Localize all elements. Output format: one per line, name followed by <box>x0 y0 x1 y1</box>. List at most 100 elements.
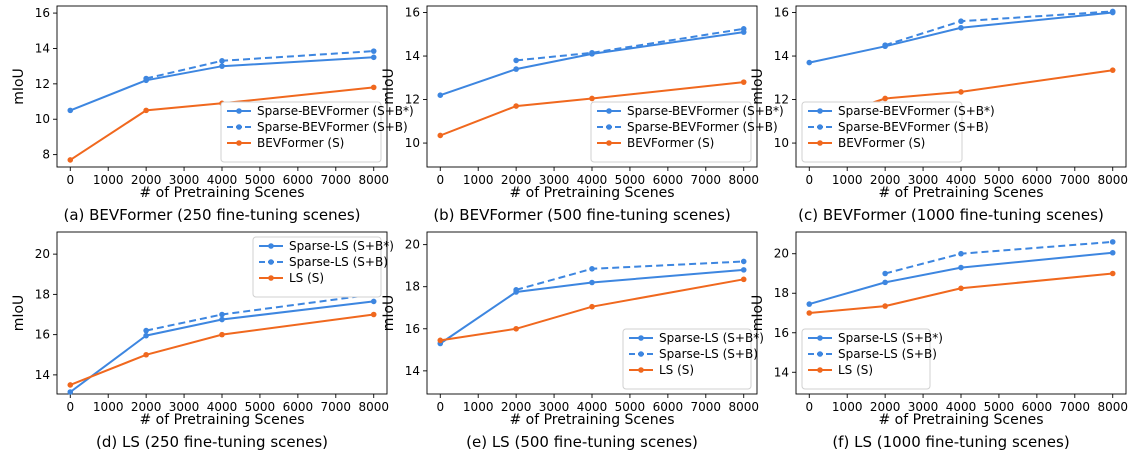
data-point <box>143 75 149 82</box>
data-point <box>589 279 595 286</box>
y-tick-label: 10 <box>774 136 789 150</box>
data-point <box>958 89 964 95</box>
legend-box <box>622 328 752 390</box>
legend-label: Sparse-LS (S+B*) <box>838 331 943 345</box>
x-axis-label: # of Pretraining Scenes <box>509 185 674 201</box>
data-point <box>67 382 74 388</box>
data-point <box>437 337 444 344</box>
y-tick-label: 14 <box>35 41 50 55</box>
legend-box <box>252 236 382 298</box>
y-axis-label: mIoU <box>11 68 27 105</box>
data-point <box>740 267 747 273</box>
series-line-1 <box>809 251 1113 306</box>
data-point <box>958 24 964 31</box>
legend-swatch-marker <box>817 367 823 373</box>
y-tick-label: 14 <box>35 368 50 382</box>
y-tick-label: 18 <box>35 287 50 301</box>
x-tick-label: 1000 <box>832 173 863 187</box>
x-tick-label: 5000 <box>984 173 1015 187</box>
y-tick-label: 14 <box>774 49 789 63</box>
x-tick-label: 4000 <box>207 400 238 414</box>
x-tick-label: 6000 <box>1022 173 1053 187</box>
legend-swatch-marker <box>606 124 612 130</box>
data-point <box>437 132 444 139</box>
legend-swatch-marker <box>606 140 612 146</box>
legend-label: BEVFormer (S) <box>627 136 714 150</box>
x-tick-label: 2000 <box>131 400 162 414</box>
y-tick-label: 14 <box>405 49 420 63</box>
data-point <box>513 287 519 293</box>
x-tick-label: 6000 <box>283 400 314 414</box>
data-point <box>958 264 964 271</box>
x-tick-label: 4000 <box>946 400 977 414</box>
x-tick-label: 6000 <box>283 173 314 187</box>
series-line-3 <box>440 278 744 342</box>
legend-label: BEVFormer (S) <box>838 136 925 150</box>
legend-swatch-marker <box>638 351 644 357</box>
data-point <box>437 92 444 99</box>
data-point <box>219 311 225 318</box>
data-point <box>1109 8 1116 15</box>
x-tick-label: 2000 <box>131 173 162 187</box>
x-tick-label: 8000 <box>728 400 759 414</box>
data-point <box>958 18 964 25</box>
data-point <box>1109 249 1116 256</box>
legend-label: Sparse-LS (S+B) <box>289 255 388 269</box>
x-tick-label: 2000 <box>870 400 901 414</box>
legend-swatch-marker <box>268 243 274 249</box>
data-point <box>143 327 149 334</box>
legend: Sparse-BEVFormer (S+B*) Sparse-BEVFormer … <box>220 101 414 163</box>
series-line-3 <box>809 272 1113 314</box>
data-point <box>370 48 377 54</box>
y-tick-label: 16 <box>774 6 789 20</box>
legend-box <box>220 101 382 163</box>
data-point <box>370 298 377 305</box>
chart-panel-1: 0 1000 2000 3000 4000 5000 6000 7000 8000 8 10 12 14… <box>11 5 414 224</box>
x-tick-label: 3000 <box>539 400 570 414</box>
legend-label: LS (S) <box>659 363 694 377</box>
data-point <box>958 285 964 292</box>
y-tick-label: 10 <box>35 112 50 126</box>
x-tick-label: 5000 <box>615 400 646 414</box>
y-tick-label: 16 <box>774 326 789 340</box>
data-point <box>589 303 595 310</box>
legend-label: Sparse-LS (S+B*) <box>289 239 394 253</box>
x-tick-label: 8000 <box>728 173 759 187</box>
legend-label: BEVFormer (S) <box>257 136 344 150</box>
legend-label: Sparse-BEVFormer (S+B*) <box>627 104 784 118</box>
x-axis-label: # of Pretraining Scenes <box>139 412 304 428</box>
data-point <box>143 351 149 358</box>
y-tick-label: 16 <box>405 6 420 20</box>
y-tick-label: 20 <box>774 247 789 261</box>
legend: Sparse-LS (S+B*) Sparse-LS (S+B) LS (S) <box>252 236 394 298</box>
y-tick-label: 12 <box>35 77 50 91</box>
x-tick-label: 7000 <box>321 400 352 414</box>
y-tick-label: 14 <box>405 364 420 378</box>
series-line-1 <box>69 56 374 112</box>
y-axis-label: mIoU <box>11 295 27 332</box>
x-axis-label: # of Pretraining Scenes <box>139 185 304 201</box>
data-point <box>882 303 888 309</box>
y-tick-label: 16 <box>35 328 50 342</box>
x-tick-label: 5000 <box>245 400 276 414</box>
y-tick-label: 12 <box>774 93 789 107</box>
legend: Sparse-LS (S+B*) Sparse-LS (S+B) LS (S) <box>801 328 943 390</box>
x-tick-label: 3000 <box>539 173 570 187</box>
x-tick-label: 8000 <box>358 400 389 414</box>
legend-label: Sparse-LS (S+B*) <box>659 331 764 345</box>
x-tick-label: 0 <box>805 173 813 187</box>
legend-label: Sparse-LS (S+B) <box>838 347 937 361</box>
x-tick-label: 8000 <box>358 173 389 187</box>
x-tick-label: 0 <box>436 173 444 187</box>
x-tick-label: 2000 <box>501 400 532 414</box>
data-point <box>1109 67 1116 73</box>
legend-swatch-marker <box>268 259 274 265</box>
data-point <box>219 331 225 338</box>
data-point <box>806 59 813 66</box>
legend-swatch-marker <box>817 124 823 130</box>
legend-swatch-marker <box>638 335 644 341</box>
data-point <box>370 84 377 91</box>
y-axis-label: mIoU <box>381 295 397 332</box>
data-point <box>513 325 519 332</box>
panel-caption: (b) BEVFormer (500 fine-tuning scenes) <box>433 206 730 224</box>
